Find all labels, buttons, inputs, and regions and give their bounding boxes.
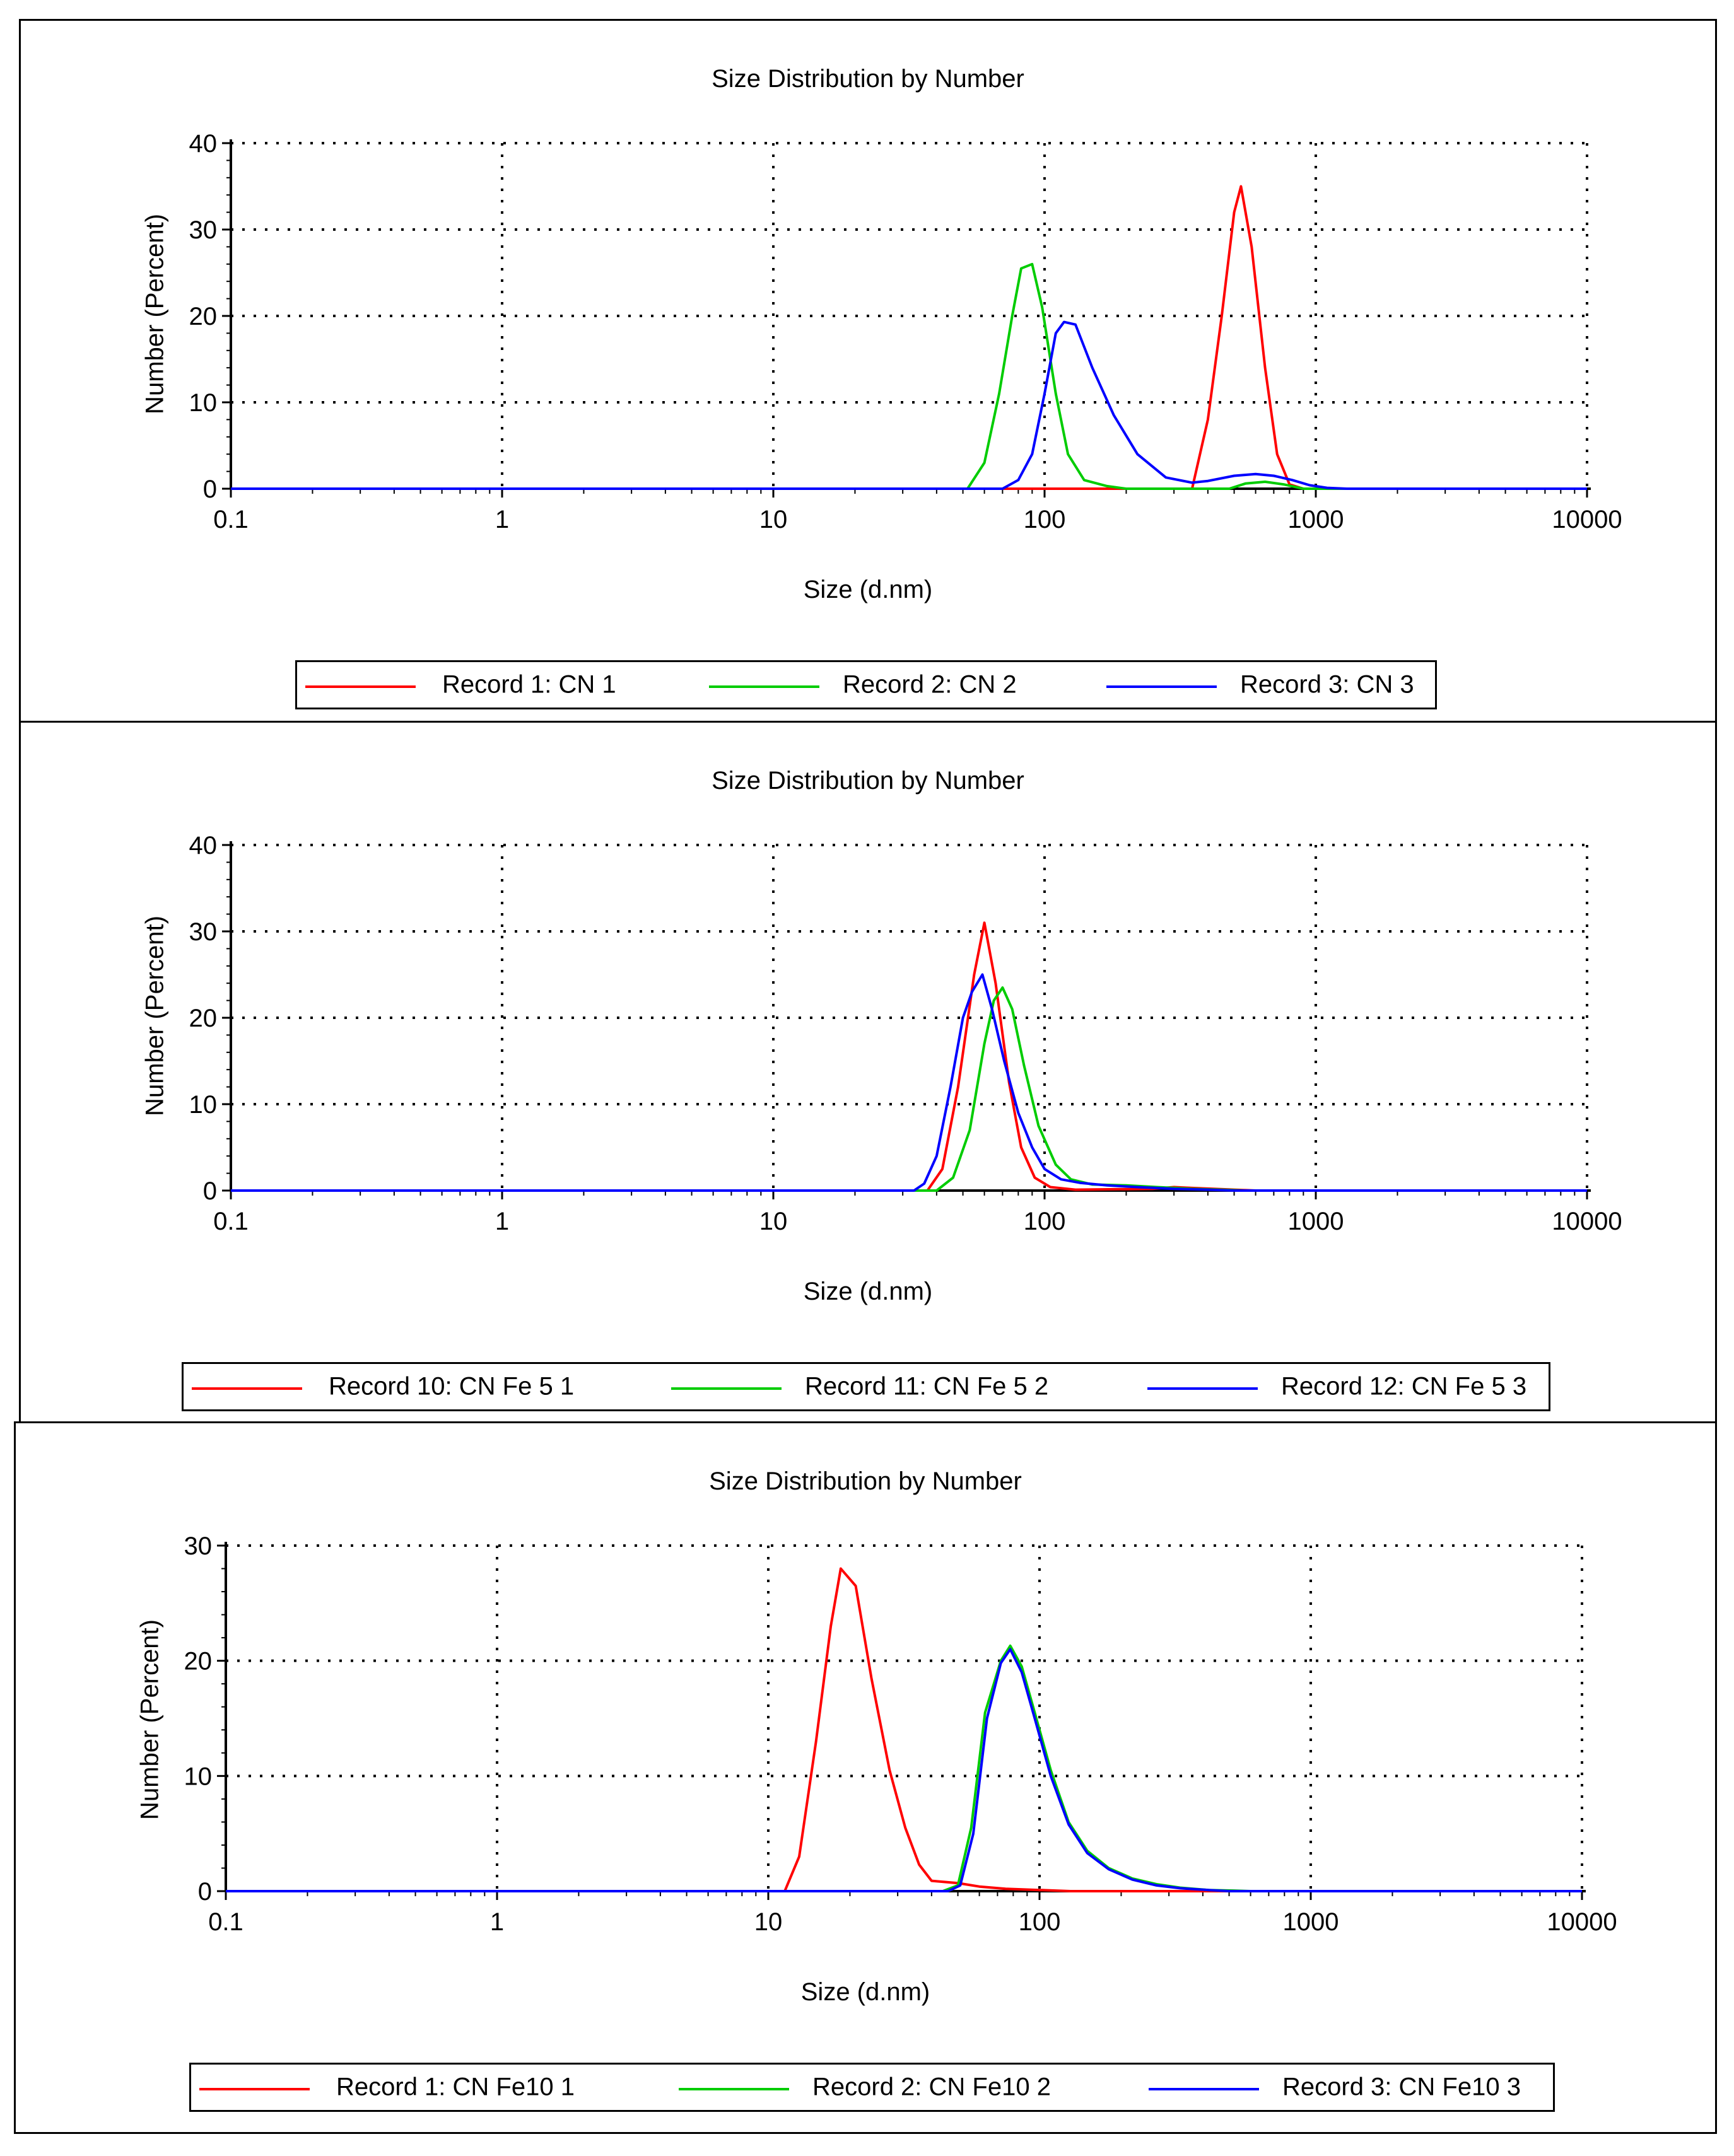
legend-label: Record 3: CN 3	[1240, 670, 1414, 699]
y-tick-label: 0	[203, 475, 217, 503]
x-tick-label: 100	[1024, 506, 1066, 533]
y-tick-label: 10	[184, 1763, 213, 1790]
series-line-3	[231, 973, 1587, 1192]
legend-label: Record 2: CN Fe10 2	[812, 2073, 1051, 2101]
legend: Record 1: CN Fe10 1 Record 2: CN Fe10 2 …	[189, 2063, 1555, 2112]
y-tick-label: 30	[189, 216, 218, 244]
series-line-1	[226, 1567, 1582, 1892]
x-tick-label: 0.1	[213, 1208, 249, 1235]
x-tick-label: 1000	[1283, 1908, 1339, 1936]
legend: Record 10: CN Fe 5 1 Record 11: CN Fe 5 …	[182, 1362, 1550, 1411]
legend-item-series-3: Record 3: CN Fe10 3	[1140, 2065, 1554, 2110]
legend-line-green	[709, 685, 819, 688]
chart-panel-1: Size Distribution by Number Number (Perc…	[19, 19, 1717, 723]
chart-title: Size Distribution by Number	[709, 1467, 1022, 1495]
legend-item-series-1: Record 1: CN 1	[297, 662, 676, 708]
x-axis-label: Size (d.nm)	[800, 1978, 930, 2006]
legend-label: Record 1: CN Fe10 1	[336, 2073, 575, 2101]
legend-line-red	[192, 1387, 302, 1390]
x-tick-label: 0.1	[208, 1908, 243, 1936]
series-line-3	[231, 320, 1587, 490]
series-line-3	[226, 1648, 1582, 1892]
y-tick-label: 40	[189, 832, 218, 859]
x-tick-label: 10000	[1547, 1908, 1617, 1936]
legend-line-blue	[1147, 1387, 1258, 1390]
y-tick-label: 20	[189, 1005, 218, 1032]
x-tick-label: 1000	[1288, 1208, 1344, 1235]
chart-panel-3: Size Distribution by Number Number (Perc…	[14, 1421, 1717, 2134]
x-tick-label: 10	[759, 1208, 788, 1235]
x-axis-label: Size (d.nm)	[803, 1278, 933, 1305]
x-tick-label: 1	[495, 506, 509, 533]
legend-item-series-1: Record 10: CN Fe 5 1	[184, 1364, 638, 1409]
chart-panel-2: Size Distribution by Number Number (Perc…	[19, 721, 1717, 1426]
legend-line-green	[679, 2088, 789, 2090]
legend-line-red	[199, 2088, 310, 2090]
y-tick-label: 10	[189, 389, 218, 417]
legend-item-series-2: Record 11: CN Fe 5 2	[663, 1364, 1117, 1409]
legend-line-red	[305, 685, 416, 688]
legend-label: Record 10: CN Fe 5 1	[329, 1372, 575, 1401]
chart-title: Size Distribution by Number	[712, 65, 1024, 93]
x-tick-label: 1000	[1288, 506, 1344, 533]
x-tick-label: 1	[495, 1208, 509, 1235]
legend-label: Record 1: CN 1	[442, 670, 616, 699]
series-line-1	[231, 185, 1587, 490]
series-line-2	[226, 1644, 1582, 1892]
series-line-1	[231, 921, 1587, 1192]
legend-label: Record 2: CN 2	[843, 670, 1017, 699]
y-tick-label: 0	[203, 1177, 217, 1205]
legend-label: Record 11: CN Fe 5 2	[805, 1372, 1049, 1401]
x-tick-label: 0.1	[213, 506, 249, 533]
legend-label: Record 3: CN Fe10 3	[1282, 2073, 1521, 2101]
legend-line-blue	[1106, 685, 1217, 688]
x-tick-label: 100	[1024, 1208, 1066, 1235]
legend-item-series-3: Record 12: CN Fe 5 3	[1139, 1364, 1549, 1409]
legend-item-series-1: Record 1: CN Fe10 1	[191, 2065, 645, 2110]
y-tick-label: 20	[189, 303, 218, 330]
x-tick-label: 10000	[1552, 1208, 1622, 1235]
legend-item-series-2: Record 2: CN 2	[701, 662, 1079, 708]
legend-line-green	[671, 1387, 782, 1390]
legend-item-series-3: Record 3: CN 3	[1098, 662, 1439, 708]
legend: Record 1: CN 1 Record 2: CN 2 Record 3: …	[295, 660, 1437, 709]
plot-area: 0 10 20 30 40 0.1 1 10 100 1000 10000	[189, 832, 1622, 1235]
y-tick-label: 30	[189, 918, 218, 946]
series-line-2	[231, 262, 1587, 490]
x-tick-label: 10000	[1552, 506, 1622, 533]
y-tick-label: 20	[184, 1648, 213, 1675]
plot-area: 0 10 20 30 40 0.1 1 10 100 1000 10000	[189, 130, 1622, 533]
series-line-2	[231, 986, 1587, 1192]
y-tick-label: 10	[189, 1091, 218, 1119]
legend-item-series-2: Record 2: CN Fe10 2	[671, 2065, 1125, 2110]
y-tick-label: 30	[184, 1532, 213, 1560]
plot-area: 0 10 20 30 0.1 1 10 100 1000 10000	[184, 1532, 1617, 1936]
legend-line-blue	[1149, 2088, 1259, 2090]
y-tick-label: 40	[189, 130, 218, 158]
y-tick-label: 0	[198, 1878, 212, 1906]
chart-title: Size Distribution by Number	[712, 767, 1024, 795]
x-tick-label: 1	[490, 1908, 504, 1936]
legend-label: Record 12: CN Fe 5 3	[1281, 1372, 1527, 1401]
x-tick-label: 10	[754, 1908, 783, 1936]
x-tick-label: 100	[1019, 1908, 1061, 1936]
x-tick-label: 10	[759, 506, 788, 533]
x-axis-label: Size (d.nm)	[803, 576, 933, 603]
